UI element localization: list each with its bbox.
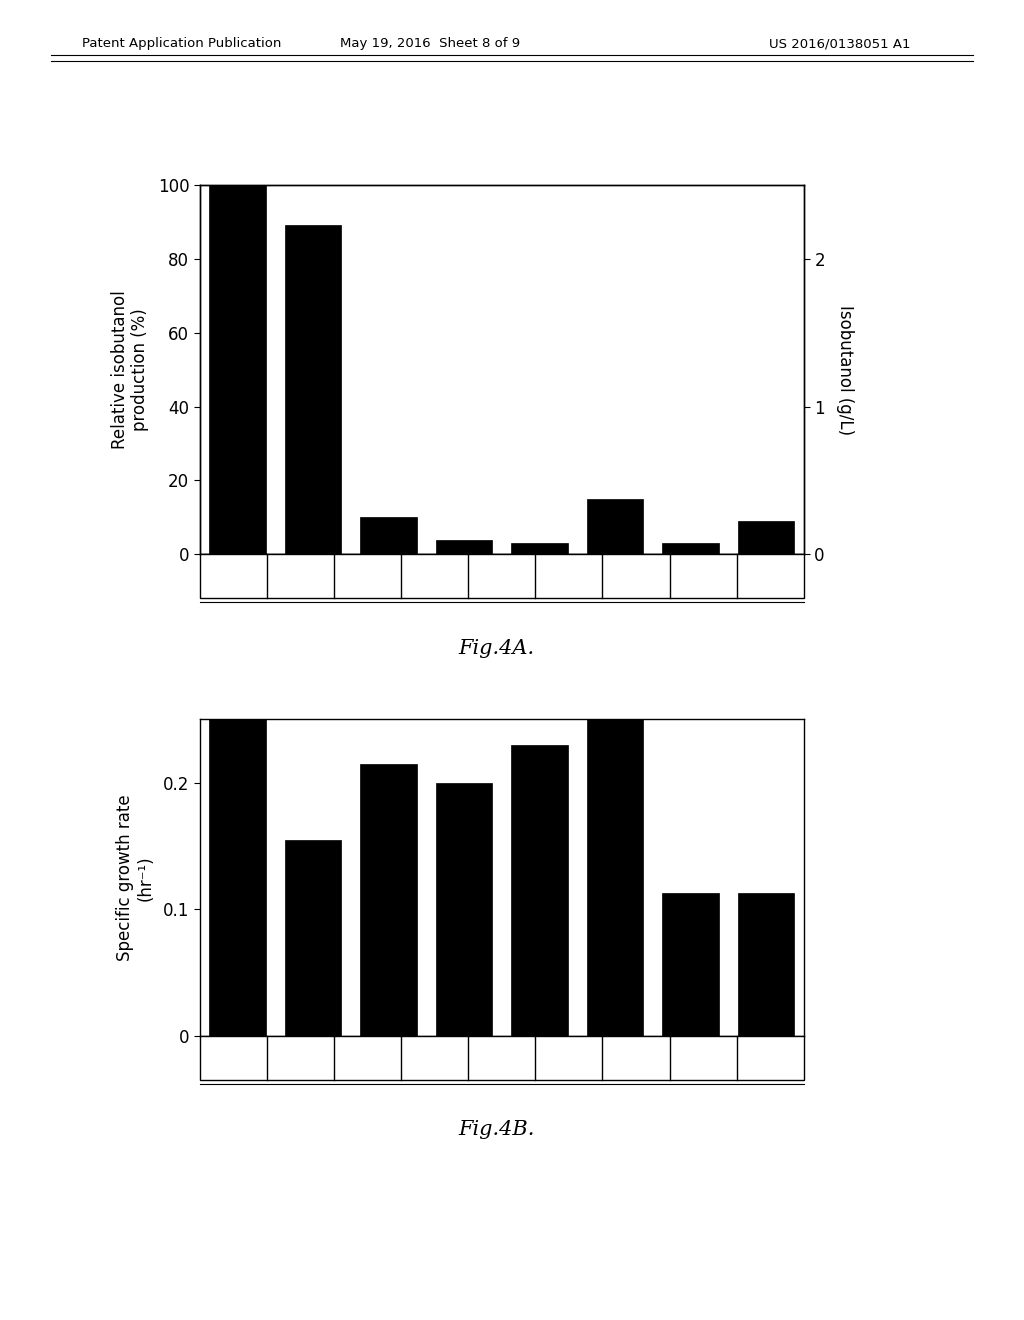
Bar xyxy=(663,894,719,1036)
Bar xyxy=(360,764,417,1036)
Bar xyxy=(737,894,795,1036)
Bar xyxy=(360,517,417,554)
Text: Q: Q xyxy=(294,1049,307,1067)
Text: I: I xyxy=(700,568,706,585)
Text: V: V xyxy=(631,1049,642,1067)
Bar xyxy=(587,499,643,554)
Text: I: I xyxy=(700,1049,706,1067)
Bar xyxy=(435,783,493,1036)
Y-axis label: Isobutanol (g/L): Isobutanol (g/L) xyxy=(836,305,854,434)
Text: May 19, 2016  Sheet 8 of 9: May 19, 2016 Sheet 8 of 9 xyxy=(340,37,520,50)
Text: N: N xyxy=(361,568,374,585)
Text: Patent Application Publication: Patent Application Publication xyxy=(82,37,282,50)
Text: L: L xyxy=(766,568,775,585)
Bar xyxy=(587,719,643,1036)
Text: G: G xyxy=(496,568,508,585)
Text: A: A xyxy=(429,1049,440,1067)
Text: L: L xyxy=(766,1049,775,1067)
Text: US 2016/0138051 A1: US 2016/0138051 A1 xyxy=(769,37,910,50)
Bar xyxy=(209,185,266,554)
Bar xyxy=(435,540,493,554)
Bar xyxy=(663,544,719,554)
Text: N: N xyxy=(361,1049,374,1067)
Text: G: G xyxy=(496,1049,508,1067)
Bar xyxy=(511,744,568,1036)
Text: V: V xyxy=(631,568,642,585)
Y-axis label: Specific growth rate
(hr⁻¹): Specific growth rate (hr⁻¹) xyxy=(116,795,155,961)
Text: Q: Q xyxy=(294,568,307,585)
Text: 487: 487 xyxy=(217,568,249,585)
Bar xyxy=(285,226,341,554)
Text: 487: 487 xyxy=(217,1049,249,1067)
Text: A: A xyxy=(429,568,440,585)
Text: S: S xyxy=(563,568,574,585)
Text: Fig.4B.: Fig.4B. xyxy=(459,1121,535,1139)
Text: Fig.4A.: Fig.4A. xyxy=(459,639,535,657)
Bar xyxy=(511,544,568,554)
Y-axis label: Relative isobutanol
production (%): Relative isobutanol production (%) xyxy=(111,290,150,449)
Bar xyxy=(737,521,795,554)
Bar xyxy=(285,840,341,1036)
Bar xyxy=(209,719,266,1036)
Text: S: S xyxy=(563,1049,574,1067)
